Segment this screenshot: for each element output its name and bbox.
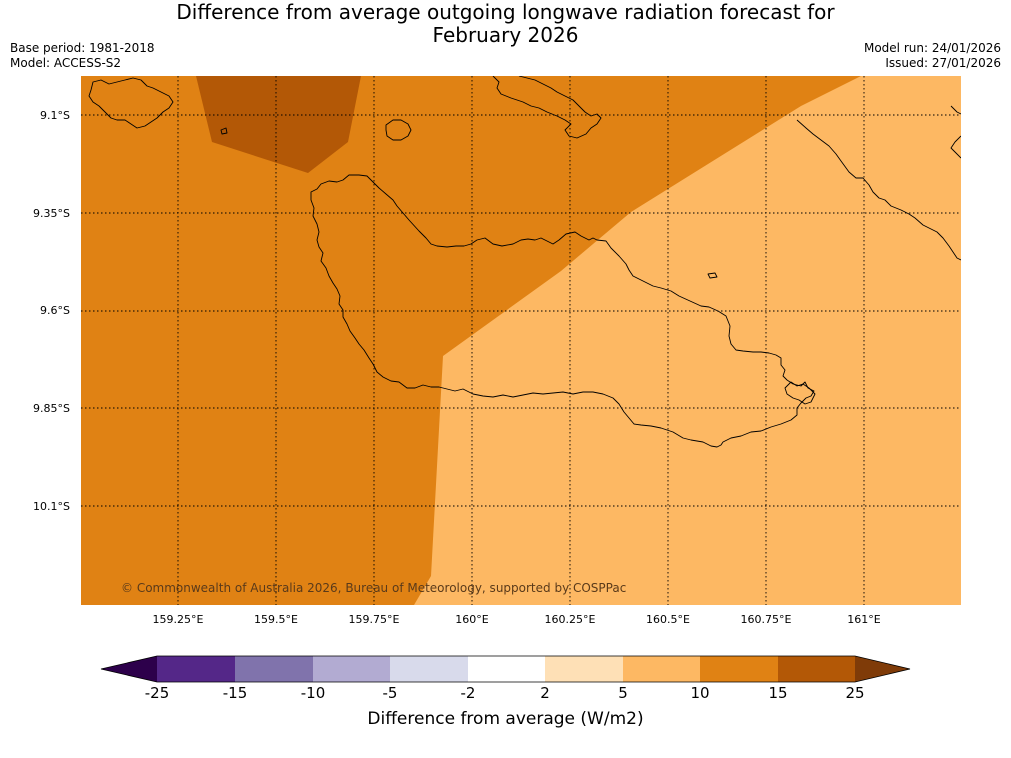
santa-isabel-coastline bbox=[796, 119, 961, 261]
lat-tick-label: 10.1°S bbox=[33, 500, 70, 513]
colorbar-outline bbox=[100, 655, 911, 683]
guadalcanal-coastline bbox=[310, 174, 815, 448]
colorbar-extend-low bbox=[101, 656, 157, 682]
lat-tick-label: 9.6°S bbox=[40, 304, 70, 317]
gridlines bbox=[81, 76, 961, 605]
lon-tick-label: 160°E bbox=[455, 613, 489, 626]
colorbar-tick-label: -15 bbox=[222, 684, 248, 702]
lon-tick-label: 160.5°E bbox=[646, 613, 690, 626]
issued-label: Issued: 27/01/2026 bbox=[885, 56, 1001, 70]
lon-tick-label: 159.25°E bbox=[152, 613, 204, 626]
coastlines bbox=[88, 76, 961, 448]
lon-tick-label: 159.5°E bbox=[254, 613, 298, 626]
colorbar-segment bbox=[700, 656, 778, 682]
small-islet bbox=[220, 127, 228, 135]
fill-band-5-10 bbox=[414, 76, 961, 605]
savo-island-coastline bbox=[385, 119, 412, 141]
small-islet bbox=[707, 272, 718, 279]
colorbar-tick-label: -10 bbox=[300, 684, 326, 702]
model-label: Model: ACCESS-S2 bbox=[10, 56, 122, 70]
map-panel: © Commonwealth of Australia 2026, Bureau… bbox=[81, 76, 961, 605]
chart-title-line2: February 2026 bbox=[432, 23, 579, 47]
lat-tick-label: 9.1°S bbox=[40, 109, 70, 122]
model-run-label: Model run: 24/01/2026 bbox=[863, 41, 1001, 55]
lon-tick-label: 160.75°E bbox=[740, 613, 792, 626]
colorbar-segment bbox=[468, 656, 545, 682]
colorbar-tick-label: -25 bbox=[144, 684, 170, 702]
lon-tick-label: 160.25°E bbox=[544, 613, 596, 626]
colorbar-segment bbox=[778, 656, 855, 682]
lat-tick-label: 9.85°S bbox=[33, 402, 70, 415]
colorbar-tick-label: 5 bbox=[618, 684, 628, 702]
colorbar-tick-label: -5 bbox=[382, 684, 398, 702]
colorbar-segment bbox=[623, 656, 700, 682]
colorbar-segment bbox=[235, 656, 313, 682]
florida-islands-coastline bbox=[492, 76, 602, 139]
lon-tick-label: 161°E bbox=[847, 613, 881, 626]
colorbar-segment bbox=[313, 656, 390, 682]
copyright-notice: © Commonwealth of Australia 2026, Bureau… bbox=[121, 581, 626, 595]
northern-coast-fragment bbox=[950, 105, 961, 159]
colorbar-tick-label: 10 bbox=[690, 684, 710, 702]
lon-tick-label: 159.75°E bbox=[348, 613, 400, 626]
colorbar-tick-label: 2 bbox=[540, 684, 550, 702]
marau-sound-islets bbox=[784, 381, 816, 405]
lat-tick-label: 9.35°S bbox=[33, 207, 70, 220]
colorbar-title: Difference from average (W/m2) bbox=[367, 709, 644, 729]
colorbar-tick-label: -2 bbox=[460, 684, 476, 702]
base-period-label: Base period: 1981-2018 bbox=[10, 41, 155, 55]
colorbar-segment bbox=[390, 656, 468, 682]
colorbar-segment bbox=[545, 656, 623, 682]
chart-title-line1: Difference from average outgoing longwav… bbox=[176, 0, 835, 24]
colorbar bbox=[100, 655, 911, 683]
colorbar-extend-high bbox=[855, 656, 910, 682]
colorbar-tick-label: 25 bbox=[845, 684, 865, 702]
colorbar-segment bbox=[157, 656, 235, 682]
fill-band-15-25 bbox=[196, 76, 361, 173]
colorbar-tick-label: 15 bbox=[768, 684, 788, 702]
russell-islands-coastline bbox=[88, 77, 174, 129]
